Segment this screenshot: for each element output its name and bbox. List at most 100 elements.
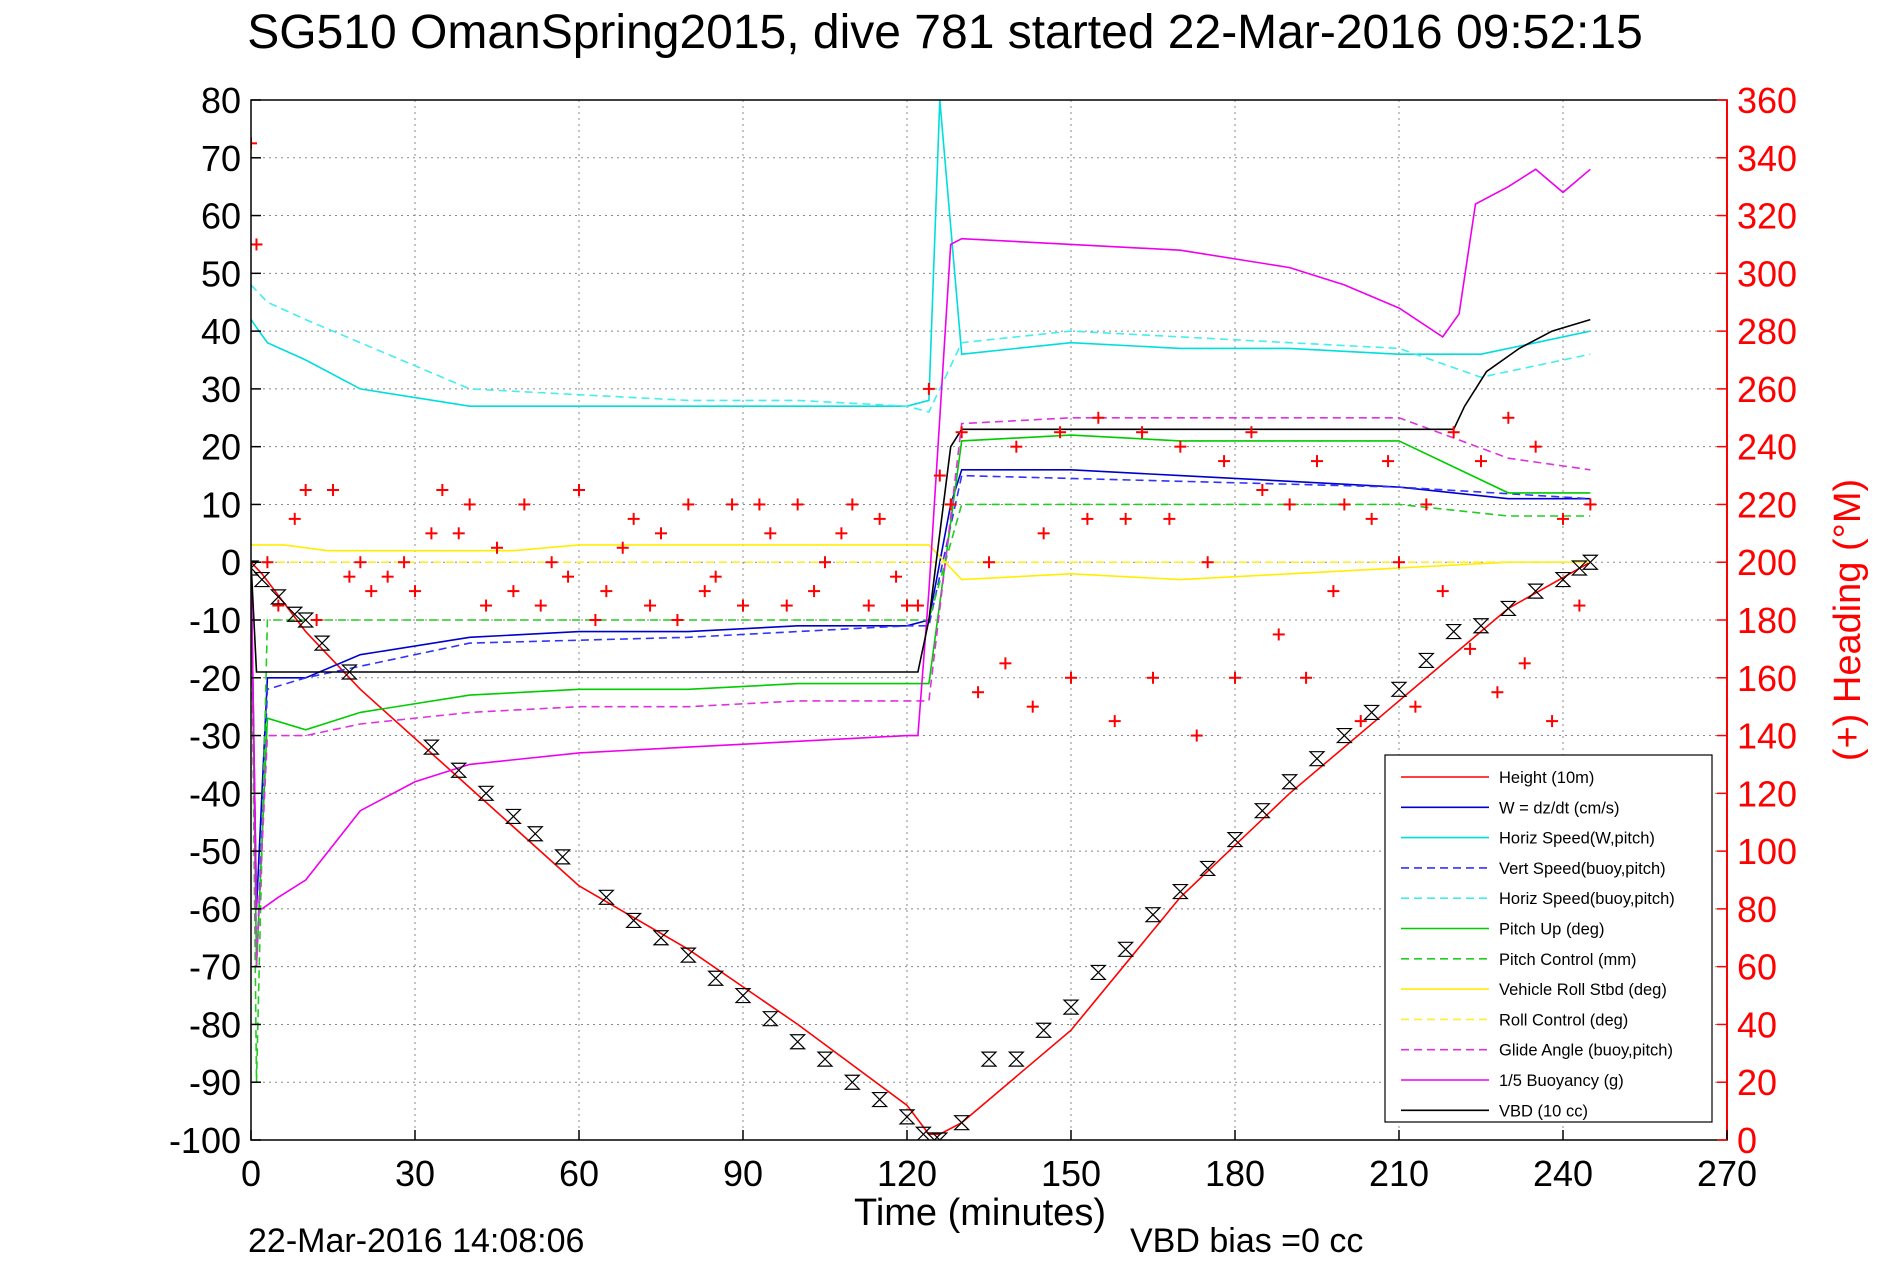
legend-label: Horiz Speed(W,pitch) (1499, 830, 1655, 848)
heading-point (272, 599, 285, 612)
vbd-point (597, 889, 615, 905)
heading-point (1010, 440, 1023, 453)
y-tick-label: -100 (169, 1120, 241, 1161)
vbd-point (871, 1091, 889, 1108)
vbd-point (1445, 623, 1463, 640)
heading-point (463, 498, 476, 511)
heading-point (1218, 455, 1231, 468)
series-line-horiz-speed-buoy-pitch (251, 284, 1591, 413)
right-axis-label: (+) Heading (°M) (1827, 479, 1869, 761)
vbd-point (1171, 883, 1189, 900)
heading-point (1065, 671, 1077, 684)
x-tick-label: 150 (1041, 1153, 1101, 1194)
vbd-point (1581, 554, 1599, 570)
heading-point (1393, 556, 1405, 569)
heading-point (1283, 498, 1296, 511)
vbd-point (313, 635, 331, 651)
heading-point (655, 527, 667, 540)
heading-point (507, 585, 520, 598)
vbd-point (898, 1109, 916, 1125)
heading-point (901, 599, 913, 612)
heading-point (1491, 686, 1504, 699)
legend-label: 1/5 Buoyancy (g) (1499, 1072, 1624, 1090)
heading-point (1081, 512, 1094, 525)
series-line-vert-speed-buoy-pitch (251, 474, 1591, 967)
y-axis-right-ticks: 3603403203002802602402202001801601401201… (1717, 80, 1797, 1161)
y-tick-label: 0 (221, 542, 241, 583)
heading-point (562, 570, 575, 583)
legend-box (1384, 754, 1713, 1123)
heading-point (1584, 498, 1597, 511)
heading-point (644, 599, 657, 612)
heading-point (398, 556, 411, 569)
y-tick-label: -70 (189, 947, 241, 988)
heading-point (791, 498, 804, 511)
heading-point (1365, 512, 1378, 525)
heading-point (491, 541, 503, 554)
vbd-point (297, 612, 315, 628)
marker-layer (251, 137, 1599, 1140)
heading-point (1557, 512, 1569, 525)
heading-point (1092, 411, 1105, 424)
heading-point (764, 527, 777, 540)
x-tick-label: 240 (1533, 1153, 1593, 1194)
heading-point (753, 498, 766, 511)
heading-point (1201, 556, 1214, 569)
vbd-point (1007, 1051, 1025, 1067)
heading-point (425, 527, 438, 540)
heading-point (808, 585, 821, 598)
y-right-tick-label: 60 (1737, 947, 1777, 988)
vbd-point (843, 1074, 861, 1090)
heading-point (327, 484, 339, 496)
y-right-tick-label: 260 (1737, 369, 1797, 410)
heading-point (1382, 455, 1395, 468)
x-tick-label: 0 (241, 1153, 261, 1194)
vbd-point (1281, 774, 1299, 790)
heading-point (955, 426, 968, 439)
heading-point (1163, 512, 1176, 525)
vbd-point (1035, 1022, 1053, 1038)
y-tick-label: -80 (189, 1004, 241, 1045)
heading-point (1311, 455, 1323, 468)
legend-label: Vert Speed(buoy,pitch) (1499, 860, 1666, 878)
heading-point (862, 599, 875, 612)
heading-point (726, 498, 739, 511)
legend-label: W = dz/dt (cm/s) (1499, 799, 1620, 817)
heading-point (310, 614, 323, 626)
y-tick-label: 20 (201, 427, 241, 468)
vbd-point (1554, 571, 1572, 588)
y-right-tick-label: 180 (1737, 600, 1797, 641)
x-tick-label: 270 (1697, 1153, 1757, 1194)
vbd-point (1089, 964, 1107, 981)
series-layer (251, 100, 1591, 1135)
series-line-glide-angle-buoy-pitch (251, 416, 1591, 967)
heading-point (1354, 715, 1367, 728)
y-right-tick-label: 240 (1737, 427, 1797, 468)
heading-point (1573, 599, 1586, 612)
x-tick-label: 120 (877, 1153, 937, 1194)
vbd-point (1417, 652, 1435, 669)
heading-point (299, 484, 312, 496)
vbd-point (422, 739, 440, 755)
vbd-point (477, 785, 495, 801)
heading-point (972, 686, 985, 699)
heading-point (573, 484, 585, 496)
y-right-tick-label: 140 (1737, 716, 1797, 757)
series-line-horiz-speed-w-pitch (251, 100, 1591, 408)
heading-point (737, 599, 749, 612)
heading-point (698, 585, 711, 598)
heading-point (1108, 715, 1121, 728)
heading-point (452, 527, 465, 540)
heading-point (381, 570, 394, 583)
vbd-point (1117, 941, 1135, 957)
heading-point (1245, 426, 1258, 439)
heading-point (288, 512, 301, 525)
x-tick-label: 180 (1205, 1153, 1265, 1194)
y-tick-label: 10 (201, 484, 241, 525)
vbd-point (789, 1034, 807, 1050)
heading-point (1529, 440, 1542, 453)
heading-point (534, 599, 547, 612)
vbd-point (1226, 831, 1244, 848)
vbd-point (980, 1051, 998, 1067)
legend-label: Horiz Speed(buoy,pitch) (1499, 890, 1675, 908)
